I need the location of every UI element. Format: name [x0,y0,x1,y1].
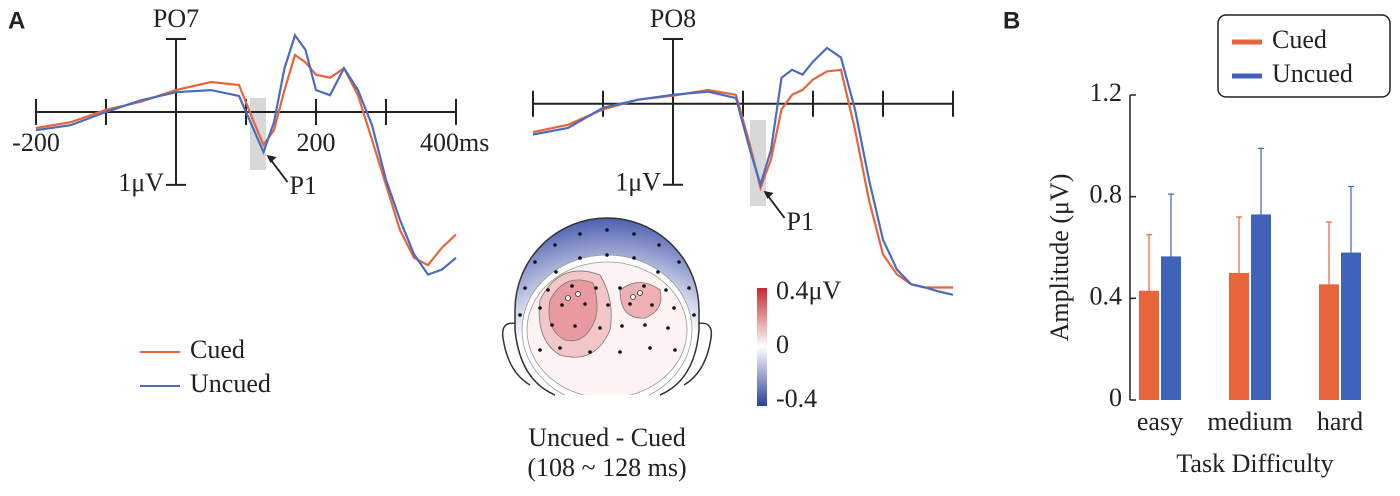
time-window [750,120,766,206]
y-axis-title: Amplitude (μV) [1045,174,1074,342]
colorbar-tick-label: 0.4μV [776,276,841,305]
panel-label: A [8,7,25,34]
x-tick-label: easy [1137,407,1183,436]
annotation-arrow [268,157,289,183]
y-tick-label: 1μV [118,168,164,197]
bar [1229,272,1249,400]
x-tick-label: 400ms [420,128,489,157]
line-series [532,46,954,296]
chart-title: PO7 [153,4,199,33]
y-tick-label: 0.8 [1090,180,1123,209]
bar [1161,256,1181,400]
y-tick-label: 0 [1109,383,1122,412]
chart-title: PO8 [650,4,696,33]
annotation: P1 [290,171,317,200]
scalp-map [501,217,713,396]
map-subtitle: (108 ~ 128 ms) [527,453,686,482]
bar [1319,284,1339,400]
y-tick-label: 1μV [615,168,661,197]
x-tick-label: 200 [297,128,336,157]
colorbar [757,288,767,406]
x-tick-label: hard [1317,407,1363,436]
bar [1341,252,1361,400]
x-axis-title: Task Difficulty [1176,449,1333,478]
colorbar-tick-label: 0 [776,330,789,359]
y-tick-label: 0.4 [1090,281,1123,310]
annotation-arrow [765,193,786,219]
legend-label: Cued [1272,25,1327,54]
x-tick-label: medium [1207,407,1292,436]
x-tick-label: -200 [12,128,60,157]
line-series [35,53,457,267]
legend-label: Uncued [190,369,271,398]
annotation-arrowhead [266,155,277,164]
bar [1139,290,1159,400]
y-tick-label: 1.2 [1090,78,1123,107]
annotation-arrowhead [763,190,774,199]
bar [1251,214,1271,400]
legend-label: Cued [190,335,245,364]
annotation: P1 [787,207,814,236]
panel-label: B [1003,7,1020,34]
line-series [35,32,457,276]
map-title: Uncued - Cued [528,423,685,452]
colorbar-tick-label: -0.4 [776,384,817,413]
legend-label: Uncued [1272,59,1353,88]
